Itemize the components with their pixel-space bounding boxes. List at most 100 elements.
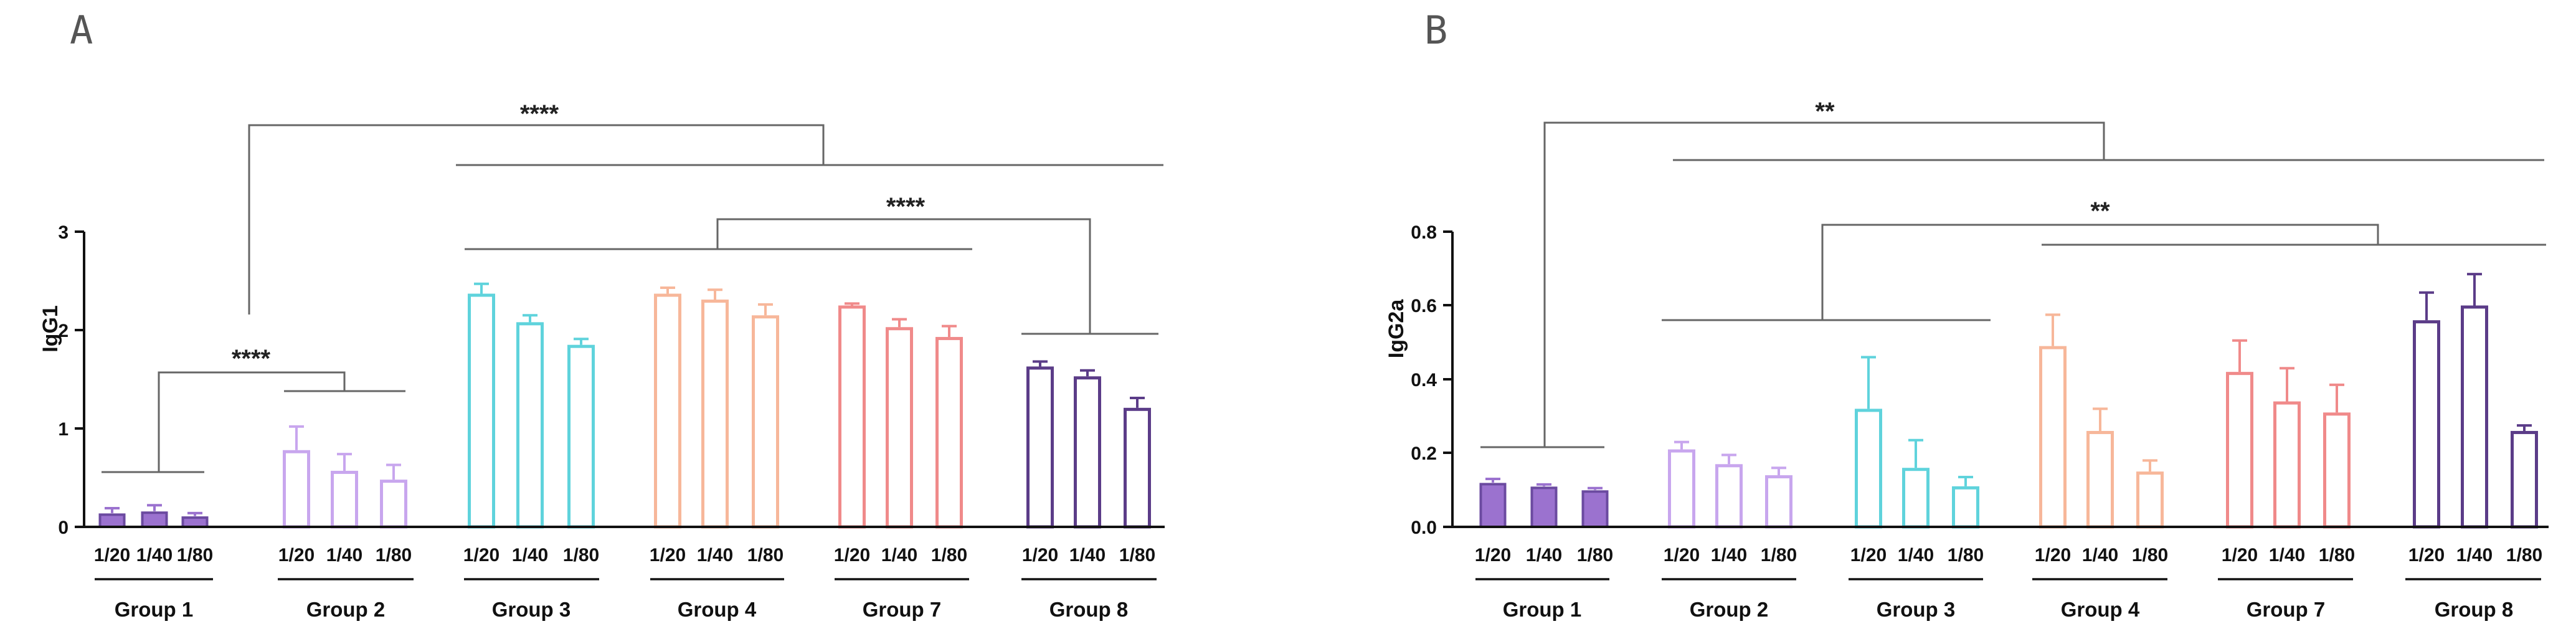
group-label: Group 4 (678, 598, 757, 621)
dilution-label: 1/20 (94, 545, 130, 565)
stars-a-top: **** (520, 100, 559, 128)
bar-group-1-1 (98, 513, 126, 529)
panel-a: A IgG1 **** **** **** 0 1 (39, 7, 1165, 621)
bar-group-7-1 (838, 305, 866, 529)
bar-group-2-3 (1765, 475, 1792, 529)
group-labels-b: Group 1 Group 2 Group 3 Group 4 Group 7 … (1475, 578, 2541, 621)
bracket-b-top (1543, 121, 2105, 447)
dilution-label: 1/20 (1664, 545, 1700, 565)
y-tick-label: 2 (58, 321, 69, 341)
group-label: Group 1 (115, 598, 194, 621)
bar-group-2-2 (1715, 464, 1743, 529)
dilution-label: 1/20 (834, 545, 870, 565)
dilution-label: 1/40 (2082, 545, 2118, 565)
dilution-label: 1/40 (2456, 545, 2493, 565)
dilution-label: 1/40 (136, 545, 173, 565)
dilution-label: 1/40 (1069, 545, 1106, 565)
y-ticks-a: 0 1 2 3 (58, 222, 84, 538)
group-label: Group 3 (492, 598, 571, 621)
dilution-label: 1/80 (2132, 545, 2168, 565)
group-label: Group 1 (1503, 598, 1582, 621)
stars-a-right: **** (886, 193, 926, 220)
stars-a-group1-2: **** (232, 345, 271, 372)
bar-group-8-1 (2413, 320, 2440, 529)
bar-group-1-2 (1530, 486, 1558, 529)
bar-group-8-1 (1026, 366, 1054, 529)
bar-group-2-3 (380, 480, 407, 529)
dilution-label: 1/80 (2319, 545, 2355, 565)
bar-group-3-2 (516, 322, 544, 529)
bracket-b-mid (1821, 224, 2379, 320)
dilution-label: 1/20 (2408, 545, 2445, 565)
stars-b-top: ** (1815, 98, 1835, 125)
dilution-label: 1/20 (2035, 545, 2071, 565)
dilution-label: 1/80 (931, 545, 967, 565)
bar-group-7-2 (886, 327, 913, 529)
group-label: Group 2 (1690, 598, 1769, 621)
dilution-label: 1/20 (2222, 545, 2258, 565)
bar-group-7-2 (2273, 401, 2301, 529)
dilution-label: 1/40 (1711, 545, 1747, 565)
dilution-labels-a: 1/20 1/40 1/80 1/20 1/40 1/80 1/20 1/40 … (94, 545, 1155, 565)
group-label: Group 7 (863, 598, 942, 621)
y-tick-label: 0.4 (1411, 370, 1437, 390)
bar-group-8-3 (2511, 430, 2538, 529)
dilution-label: 1/20 (1475, 545, 1511, 565)
panel-b: B IgG2a ** ** 0.0 0.2 0.4 0.6 0.8 (1385, 7, 2549, 621)
group-label: Group 3 (1877, 598, 1956, 621)
bar-group-8-2 (2461, 305, 2488, 529)
bar-group-2-1 (283, 450, 310, 529)
group-label: Group 2 (306, 598, 386, 621)
dilution-label: 1/80 (563, 545, 599, 565)
y-tick-label: 0.8 (1411, 222, 1437, 243)
bar-group-2-2 (331, 470, 358, 529)
dilution-label: 1/20 (1022, 545, 1058, 565)
bar-group-4-3 (752, 315, 779, 529)
dilution-label: 1/80 (747, 545, 784, 565)
significance-brackets-b: ** ** (1480, 98, 2546, 448)
y-tick-label: 3 (58, 222, 69, 243)
dilution-label: 1/40 (1898, 545, 1934, 565)
y-tick-label: 0.2 (1411, 443, 1437, 464)
group-label: Group 4 (2061, 598, 2140, 621)
dilution-label: 1/40 (512, 545, 548, 565)
bar-group-8-2 (1074, 376, 1101, 529)
bracket-a-group1-2 (158, 371, 346, 472)
bar-group-3-3 (1952, 486, 1979, 529)
bar-group-4-3 (2136, 471, 2164, 529)
y-tick-label: 0 (58, 518, 69, 538)
dilution-labels-b: 1/20 1/40 1/80 1/20 1/40 1/80 1/20 1/40 … (1475, 545, 2542, 565)
group-label: Group 8 (2435, 598, 2514, 621)
bar-group-3-1 (1855, 409, 1882, 529)
dilution-label: 1/80 (1119, 545, 1155, 565)
y-axis-label-b: IgG2a (1385, 299, 1408, 359)
bracket-a-top (248, 124, 825, 315)
y-ticks-b: 0.0 0.2 0.4 0.6 0.8 (1411, 222, 1452, 538)
bar-group-3-2 (1902, 468, 1930, 529)
bar-group-4-2 (701, 300, 729, 529)
bar-group-3-1 (468, 293, 495, 529)
panel-label-b: B (1424, 7, 1447, 53)
bar-group-4-1 (654, 293, 681, 529)
bar-group-4-2 (2086, 430, 2114, 529)
bar-group-7-1 (2226, 372, 2253, 529)
dilution-label: 1/80 (177, 545, 213, 565)
y-tick-label: 1 (58, 419, 69, 440)
group-labels-a: Group 1 Group 2 Group 3 Group 4 Group 7 … (95, 578, 1157, 621)
bar-group-1-1 (1479, 483, 1507, 529)
dilution-label: 1/40 (697, 545, 733, 565)
dilution-label: 1/20 (650, 545, 686, 565)
significance-brackets-a: **** **** **** (102, 100, 1163, 473)
dilution-label: 1/20 (463, 545, 500, 565)
dilution-label: 1/40 (881, 545, 917, 565)
bar-group-3-3 (567, 344, 595, 529)
dilution-label: 1/80 (376, 545, 412, 565)
panel-label-a: A (70, 7, 93, 53)
bar-group-1-3 (181, 516, 209, 528)
dilution-label: 1/20 (1850, 545, 1887, 565)
dilution-label: 1/40 (1526, 545, 1562, 565)
dilution-label: 1/40 (326, 545, 362, 565)
group-label: Group 8 (1049, 598, 1129, 621)
bar-group-7-3 (2323, 412, 2351, 529)
bar-group-1-3 (1581, 490, 1609, 528)
